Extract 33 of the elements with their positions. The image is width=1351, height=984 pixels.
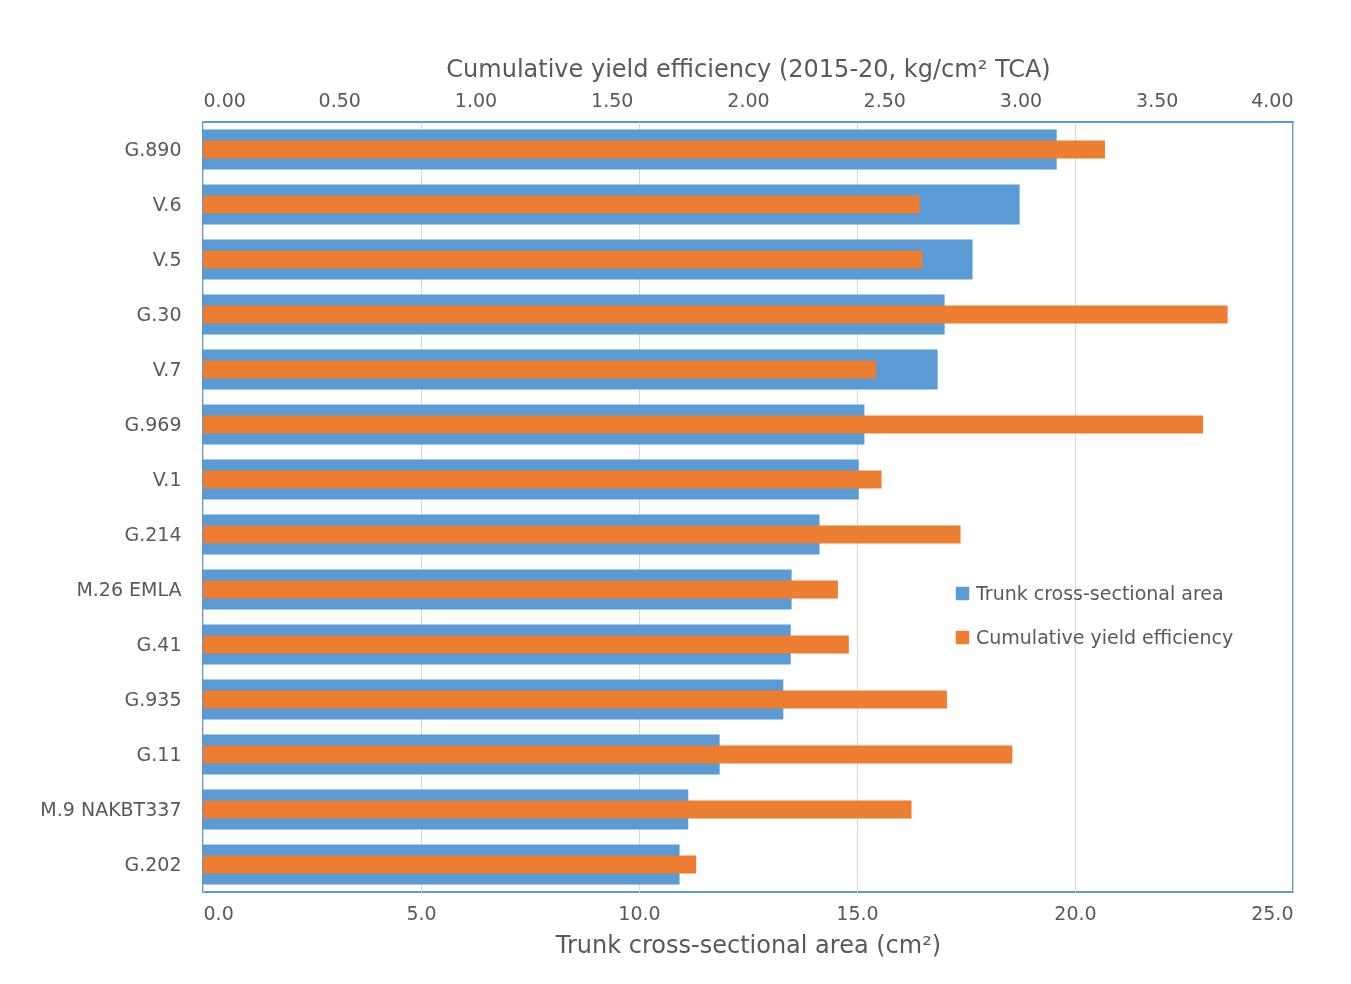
y-tick-label: G.214 [124,522,182,545]
x-tick-label: 15.0 [836,901,879,924]
x-tick-label: 5.0 [406,901,437,924]
x2-tick-label: 1.50 [591,88,634,111]
x2-tick-label: 4.00 [1251,88,1294,111]
x-tick-label: 10.0 [618,901,661,924]
y-tick-label: G.890 [124,137,182,160]
x-tick-label: 25.0 [1251,901,1294,924]
y-tick-label: M.26 EMLA [76,577,182,600]
x2-tick-label: 1.00 [454,88,498,111]
y-tick-label: G.11 [136,742,182,765]
y-tick-label: G.41 [136,632,182,655]
x2-tick-label: 0.50 [318,88,361,111]
legend-label: Cumulative yield efficiency [976,625,1234,648]
legend-label: Trunk cross-sectional area [975,581,1224,604]
x2-axis-title: Cumulative yield efficiency (2015-20, kg/cm² TCA) [446,54,1051,83]
x-tick-label: 0.0 [203,901,234,924]
x2-tick-label: 0.00 [203,88,246,111]
y-tick-label: V.6 [152,192,182,215]
y-tick-label: G.935 [124,687,182,710]
y-tick-label: G.202 [124,852,182,875]
y-tick-label: M.9 NAKBT337 [40,797,182,820]
x-tick-label: 20.0 [1054,901,1097,924]
x2-tick-label: 3.50 [1136,88,1179,111]
x-axis-title: Trunk cross-sectional area (cm²) [554,930,942,959]
y-tick-label: V.7 [152,357,182,380]
y-tick-label: V.1 [152,467,182,490]
y-tick-label: G.969 [124,412,182,435]
x2-tick-label: 2.50 [863,88,906,111]
y-tick-label: V.5 [152,247,182,270]
y-tick-label: G.30 [136,302,182,325]
x2-tick-label: 3.00 [999,88,1043,111]
x2-tick-label: 2.00 [727,88,770,111]
